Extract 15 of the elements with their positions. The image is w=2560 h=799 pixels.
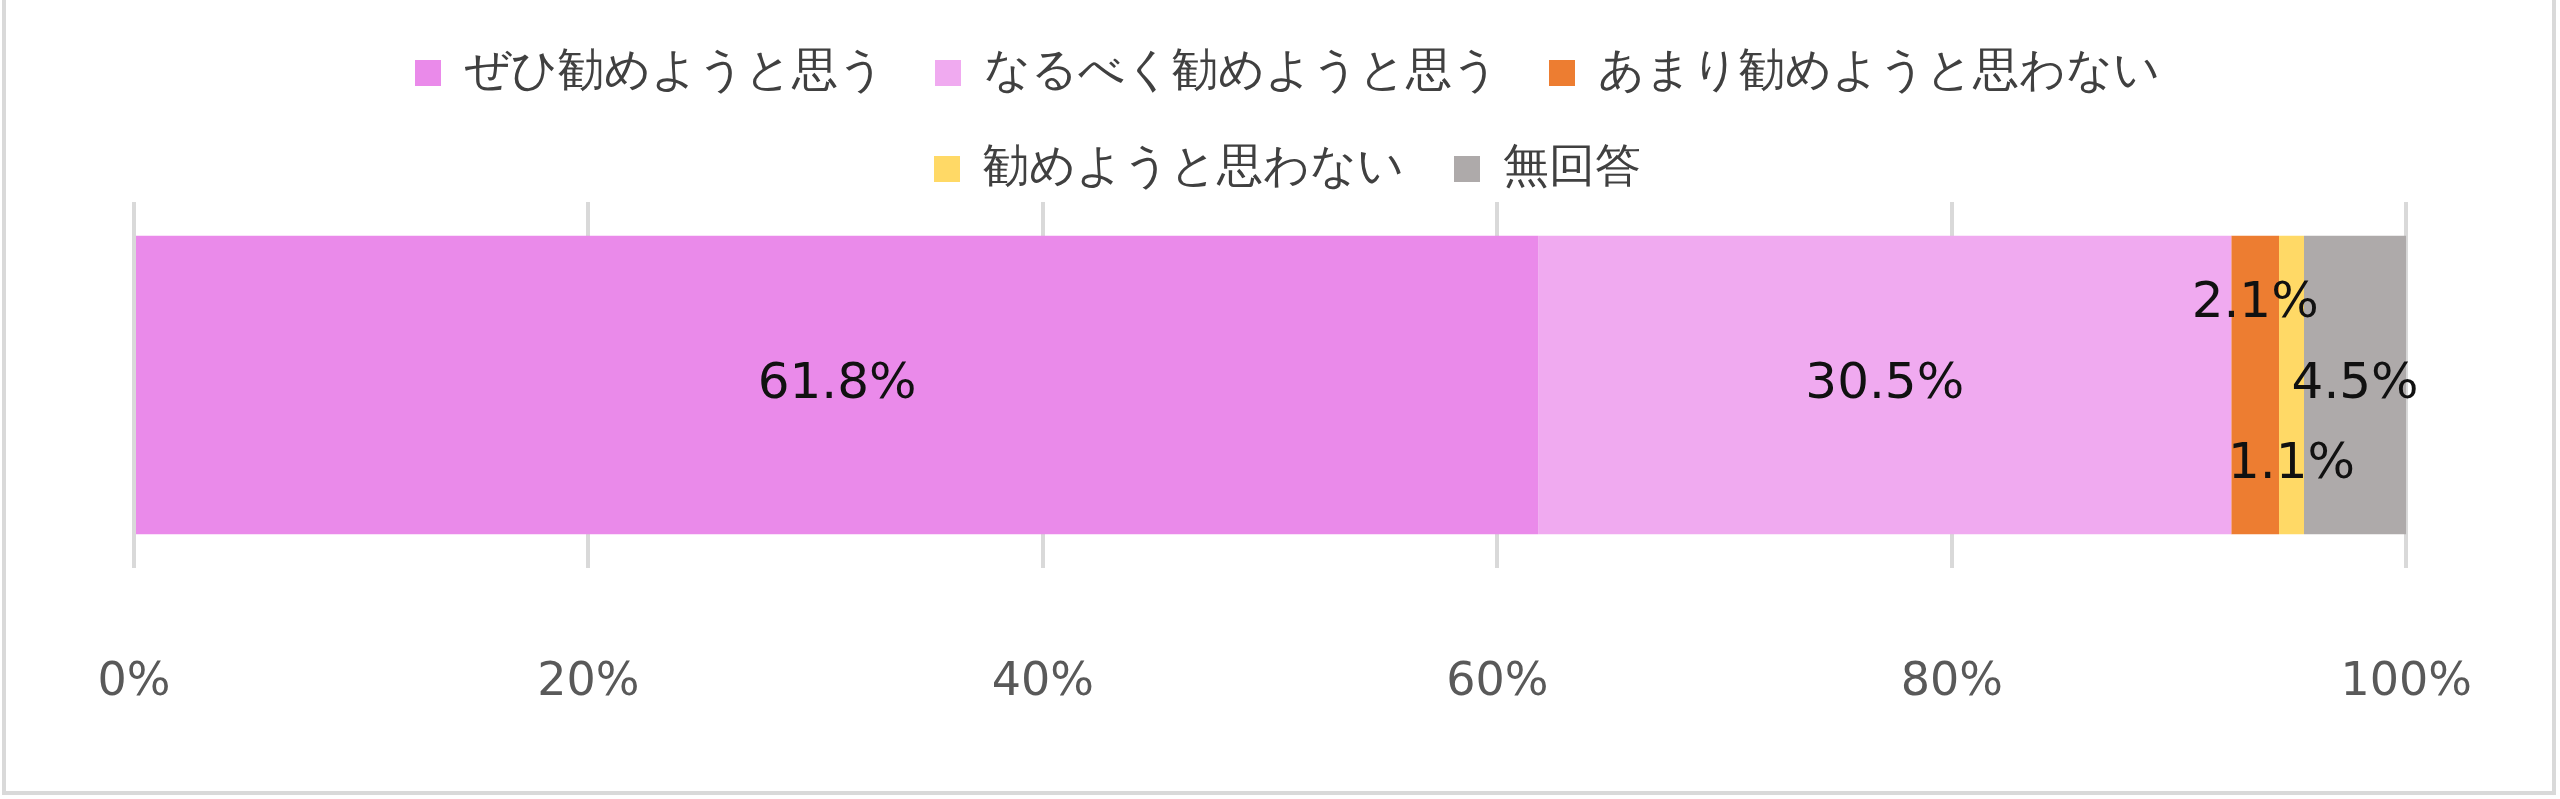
- legend-label: なるべく勧めようと思う: [984, 41, 1499, 96]
- x-tick-label: 100%: [2340, 652, 2472, 707]
- legend-label: あまり勧めようと思わない: [1598, 41, 2160, 96]
- x-tick-label: 0%: [97, 652, 171, 707]
- data-label: 61.8%: [757, 351, 917, 410]
- legend-label: 無回答: [1503, 137, 1641, 192]
- x-tick-label: 20%: [537, 652, 640, 707]
- legend-label: ぜひ勧めようと思う: [464, 41, 885, 96]
- x-tick-label: 60%: [1446, 652, 1549, 707]
- legend-label: 勧めようと思わない: [983, 137, 1404, 192]
- data-label: 4.5%: [2291, 351, 2419, 410]
- data-label: 30.5%: [1805, 351, 1965, 410]
- x-tick-label: 40%: [991, 652, 1095, 707]
- x-tick-label: 80%: [1900, 652, 2003, 707]
- data-label: 1.1%: [2227, 432, 2356, 491]
